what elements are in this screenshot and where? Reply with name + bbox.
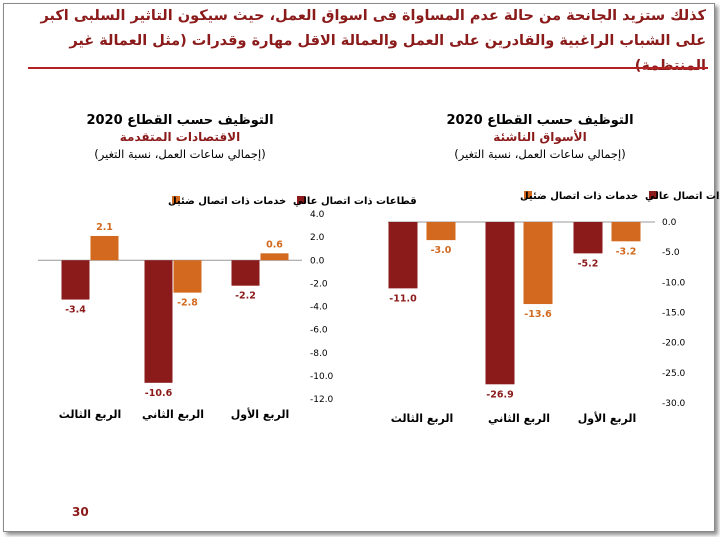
y-tick-label: 4.0	[310, 210, 325, 220]
x-category-label: الربع الأول	[231, 407, 290, 421]
bar-value-label: -5.2	[578, 258, 599, 269]
page-number: 30	[72, 505, 89, 519]
y-tick-label: -30.0	[662, 399, 686, 409]
y-tick-label: -2.0	[310, 279, 328, 289]
bar-low-contact	[611, 222, 641, 242]
legend-label-low-contact: خدمات ذات اتصال ضئيل	[520, 191, 638, 202]
x-category-label: الربع الثالث	[59, 408, 122, 421]
chart-subtitle: الأسواق الناشئة	[493, 129, 586, 145]
bar-high-contact	[485, 222, 515, 385]
x-category-label: الربع الثاني	[142, 408, 204, 421]
y-tick-label: -10.0	[662, 278, 686, 288]
x-category-label: الربع الأول	[578, 411, 637, 425]
bar-high-contact	[388, 222, 418, 289]
legend-swatch-high-contact	[649, 191, 657, 199]
legend-label-high-contact: قطاعات ذات اتصال عالي	[645, 191, 720, 202]
legend-label-low-contact: خدمات ذات اتصال ضئيل	[168, 196, 286, 207]
chart-title: التوظيف حسب القطاع 2020	[446, 113, 633, 128]
bar-low-contact	[523, 222, 553, 305]
bar-value-label: -3.0	[431, 245, 452, 256]
y-tick-label: -15.0	[662, 309, 686, 319]
chart-title: التوظيف حسب القطاع 2020	[86, 113, 273, 128]
slide-headline: كذلك ستزيد الجانحة من حالة عدم المساواة …	[40, 8, 706, 74]
bar-low-contact	[426, 222, 456, 241]
legend-swatch-high-contact	[297, 196, 305, 204]
slide-frame	[3, 3, 715, 532]
bar-value-label: -3.2	[616, 246, 637, 257]
bar-high-contact	[61, 260, 90, 300]
title-underline	[28, 67, 708, 69]
bar-value-label: 0.6	[266, 239, 283, 250]
y-tick-label: -6.0	[310, 326, 328, 336]
bar-value-label: -10.6	[145, 388, 173, 399]
y-tick-label: -12.0	[310, 395, 334, 405]
bar-value-label: -13.6	[524, 309, 552, 320]
y-tick-label: -25.0	[662, 369, 686, 379]
legend-swatch-low-contact	[524, 191, 532, 199]
bar-low-contact	[90, 235, 119, 261]
y-tick-label: -4.0	[310, 303, 328, 313]
y-tick-label: 0.0	[310, 256, 325, 266]
y-tick-label: 2.0	[310, 233, 325, 243]
bar-value-label: -26.9	[486, 389, 513, 400]
x-category-label: الربع الثاني	[488, 412, 550, 425]
bar-value-label: 2.1	[96, 222, 113, 233]
chart-note: (إجمالي ساعات العمل، نسبة التغير)	[94, 147, 265, 162]
bar-high-contact	[231, 260, 260, 286]
bar-value-label: -2.8	[177, 298, 198, 309]
y-tick-label: -5.0	[662, 248, 680, 258]
y-tick-label: -8.0	[310, 349, 328, 359]
bar-high-contact	[573, 222, 603, 254]
chart-subtitle: الاقتصادات المتقدمة	[120, 130, 240, 144]
y-tick-label: -10.0	[310, 372, 334, 382]
y-tick-label: 0.0	[662, 218, 677, 228]
legend-label-high-contact: قطاعات ذات اتصال عالي	[293, 196, 417, 207]
chart-note: (إجمالي ساعات العمل، نسبة التغير)	[454, 147, 625, 162]
bar-value-label: -11.0	[389, 293, 417, 304]
x-category-label: الربع الثالث	[391, 412, 454, 425]
legend-swatch-low-contact	[172, 196, 180, 204]
y-tick-label: -20.0	[662, 339, 686, 349]
bar-low-contact	[260, 253, 289, 261]
bar-value-label: -3.4	[65, 305, 86, 316]
bar-low-contact	[173, 260, 202, 293]
bar-high-contact	[144, 260, 173, 383]
bar-value-label: -2.2	[235, 291, 256, 302]
